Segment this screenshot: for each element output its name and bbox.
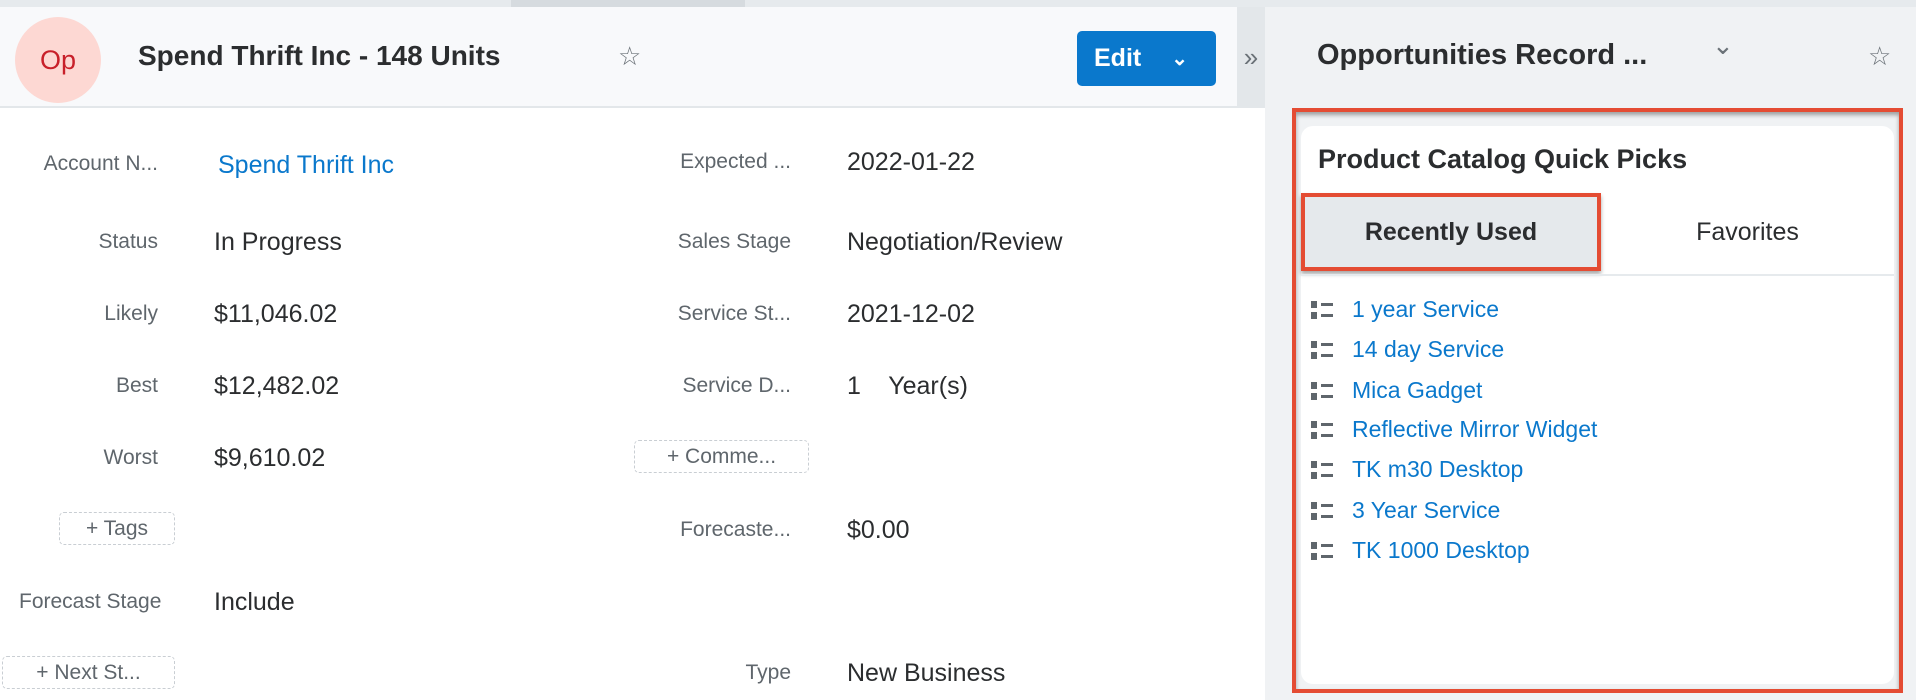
field-value[interactable]: $11,046.02: [214, 300, 338, 328]
field-label: Forecast Stage: [19, 590, 162, 613]
field-label: Service St...: [677, 302, 791, 325]
chevron-down-icon[interactable]: ⌄: [1171, 48, 1188, 70]
list-icon: [1311, 501, 1333, 521]
list-icon: [1311, 381, 1333, 401]
top-strip: [0, 0, 1916, 7]
list-item[interactable]: Reflective Mirror Widget: [1311, 416, 1597, 443]
field-label: Likely: [104, 302, 158, 325]
list-icon: [1311, 300, 1333, 320]
edit-label: Edit: [1094, 44, 1142, 72]
field-label: Status: [98, 230, 158, 253]
field-label: Type: [745, 661, 791, 684]
field-value[interactable]: $9,610.02: [214, 444, 326, 472]
product-link[interactable]: TK 1000 Desktop: [1352, 537, 1530, 563]
list-item[interactable]: 3 Year Service: [1311, 497, 1500, 524]
highlight-box: [1292, 108, 1903, 693]
page-title: Spend Thrift Inc - 148 Units: [138, 40, 501, 71]
product-link[interactable]: TK m30 Desktop: [1352, 456, 1524, 482]
dashlet-title: Product Catalog Quick Picks: [1318, 144, 1688, 174]
list-icon: [1311, 541, 1333, 561]
field-label: Account N...: [43, 152, 158, 175]
field-value[interactable]: 2021-12-02: [847, 300, 975, 328]
add-comment-button[interactable]: + Comme...: [634, 440, 809, 473]
product-link[interactable]: Reflective Mirror Widget: [1352, 416, 1598, 442]
avatar: Op: [15, 17, 101, 103]
product-link[interactable]: Mica Gadget: [1352, 377, 1483, 403]
field-label: Service D...: [682, 374, 791, 397]
field-value[interactable]: In Progress: [214, 228, 342, 256]
list-item[interactable]: 1 year Service: [1311, 296, 1499, 323]
field-value[interactable]: $0.00: [847, 516, 910, 544]
field-value[interactable]: Include: [214, 588, 295, 616]
product-link[interactable]: 1 year Service: [1352, 296, 1500, 322]
collapse-panel-button[interactable]: »: [1237, 7, 1265, 108]
list-item[interactable]: TK m30 Desktop: [1311, 456, 1523, 483]
list-item[interactable]: 14 day Service: [1311, 336, 1504, 363]
field-label: Best: [115, 374, 158, 397]
list-icon: [1311, 460, 1333, 480]
list-item[interactable]: TK 1000 Desktop: [1311, 537, 1530, 564]
star-icon[interactable]: ☆: [1868, 41, 1892, 71]
list-item[interactable]: Mica Gadget: [1311, 377, 1482, 404]
panel-title: Opportunities Record ...: [1317, 39, 1648, 71]
field-value[interactable]: $12,482.02: [214, 372, 340, 400]
account-link[interactable]: Spend Thrift Inc: [218, 151, 395, 179]
star-icon[interactable]: ☆: [618, 41, 642, 71]
add-tags-button[interactable]: + Tags: [59, 512, 175, 545]
list-icon: [1311, 340, 1333, 360]
record-header: [0, 7, 1237, 108]
field-value[interactable]: 2022-01-22: [847, 148, 975, 176]
product-link[interactable]: 14 day Service: [1352, 336, 1505, 362]
add-next-step-button[interactable]: + Next St...: [2, 656, 175, 689]
field-value[interactable]: Negotiation/Review: [847, 228, 1063, 256]
field-label: Forecaste...: [680, 518, 791, 541]
list-icon: [1311, 420, 1333, 440]
field-value[interactable]: 1 Year(s): [847, 372, 968, 400]
field-label: Sales Stage: [677, 230, 791, 253]
tab-favorites[interactable]: Favorites: [1696, 217, 1799, 246]
product-link[interactable]: 3 Year Service: [1352, 497, 1501, 523]
chevron-down-icon[interactable]: ⌄: [1712, 30, 1734, 60]
divider: [1301, 274, 1894, 276]
tab-recently-used[interactable]: Recently Used: [1301, 193, 1601, 271]
field-value[interactable]: New Business: [847, 659, 1006, 687]
field-label: Expected ...: [680, 150, 791, 173]
field-label: Worst: [103, 446, 158, 469]
top-tab[interactable]: [511, 0, 745, 7]
edit-button[interactable]: Edit ⌄: [1077, 31, 1216, 86]
